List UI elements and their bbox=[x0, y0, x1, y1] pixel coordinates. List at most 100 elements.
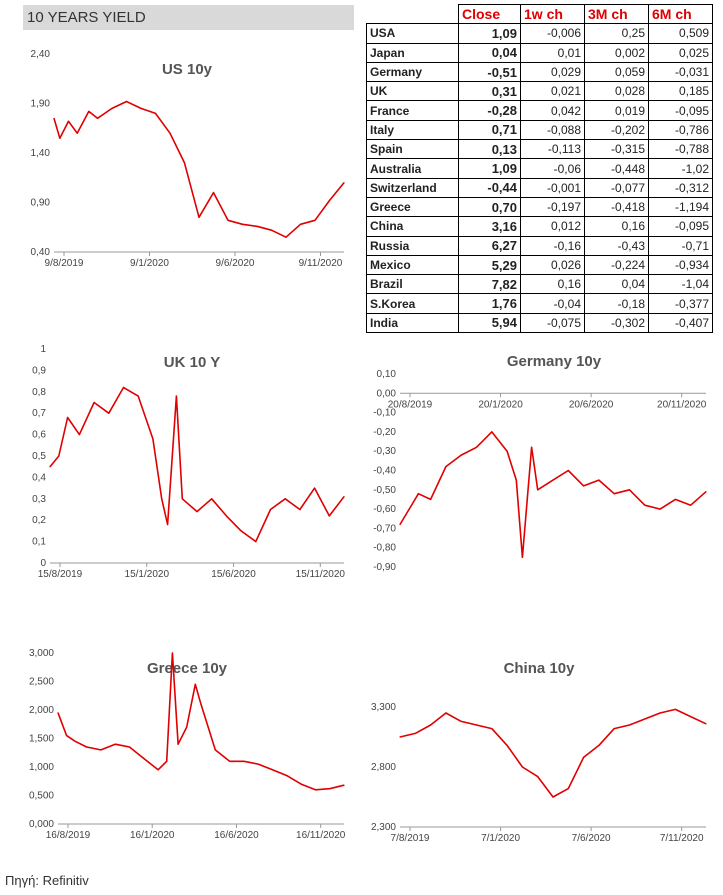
data-point bbox=[67, 416, 69, 419]
table-header-3m: 3M ch bbox=[584, 3, 649, 25]
data-point bbox=[114, 743, 116, 745]
data-point bbox=[674, 708, 676, 710]
table-row: Switzerland -0,44 -0,001 -0,077 -0,312 bbox=[366, 177, 713, 198]
data-point bbox=[598, 744, 600, 746]
data-point bbox=[166, 760, 168, 762]
6m-change-cell: -0,786 bbox=[648, 119, 713, 141]
data-point bbox=[430, 724, 432, 726]
data-point bbox=[674, 498, 676, 501]
1w-change-cell: -0,006 bbox=[520, 23, 585, 44]
chart-title: UK 10 Y bbox=[164, 354, 220, 371]
x-tick-label: 20/1/2020 bbox=[478, 399, 523, 410]
data-point bbox=[314, 789, 316, 791]
data-point bbox=[343, 784, 345, 786]
x-tick-label: 15/8/2019 bbox=[38, 569, 83, 580]
data-point bbox=[227, 219, 229, 221]
3m-change-cell: -0,077 bbox=[584, 177, 649, 198]
6m-change-cell: 0,025 bbox=[648, 42, 713, 63]
data-point bbox=[515, 479, 517, 481]
data-point bbox=[152, 438, 154, 440]
data-point bbox=[430, 498, 432, 501]
1w-change-cell: -0,075 bbox=[520, 312, 585, 334]
x-tick-label: 15/1/2020 bbox=[125, 569, 170, 580]
x-tick-label: 9/1/2020 bbox=[130, 258, 169, 269]
3m-change-cell: 0,04 bbox=[584, 274, 649, 295]
x-tick-label: 20/11/2020 bbox=[657, 399, 707, 410]
data-point bbox=[143, 757, 145, 760]
country-cell: Italy bbox=[366, 119, 459, 141]
6m-change-cell: -0,788 bbox=[648, 139, 713, 160]
data-point bbox=[86, 746, 88, 748]
data-point bbox=[552, 796, 554, 798]
3m-change-cell: -0,315 bbox=[584, 139, 649, 160]
close-cell: 0,13 bbox=[458, 139, 521, 160]
data-point bbox=[198, 216, 200, 218]
y-tick-label: 0,00 bbox=[377, 388, 397, 399]
table-header-1w: 1w ch bbox=[520, 3, 585, 25]
data-point bbox=[108, 412, 110, 414]
table-row: Australia 1,09 -0,06 -0,448 -1,02 bbox=[366, 158, 713, 179]
y-tick-label: -0,40 bbox=[373, 466, 396, 477]
uk-10y-chart: UK 10 Y 1 0,9 0,8 0,7 0,6 0,5 0,4 0,3 0,2 0,1 0 15/8… bbox=[22, 341, 352, 591]
data-point bbox=[175, 395, 178, 397]
x-tick-label: 20/6/2020 bbox=[569, 399, 614, 410]
country-cell: Russia bbox=[366, 235, 459, 256]
table-row: China 3,16 0,012 0,16 -0,095 bbox=[366, 216, 713, 237]
data-point bbox=[240, 530, 242, 532]
3m-change-cell: 0,25 bbox=[584, 23, 649, 44]
data-point bbox=[328, 199, 331, 202]
data-point bbox=[100, 749, 102, 751]
data-point bbox=[537, 489, 539, 491]
3m-change-cell: -0,202 bbox=[584, 119, 649, 141]
data-point bbox=[552, 479, 554, 481]
table-row: USA 1,09 -0,006 0,25 0,509 bbox=[366, 23, 713, 44]
data-point bbox=[583, 485, 585, 487]
data-point bbox=[286, 774, 288, 777]
data-point bbox=[690, 504, 692, 506]
y-tick-label: 0,1 bbox=[32, 537, 46, 548]
y-tick-label: 3,300 bbox=[371, 702, 396, 713]
country-cell: S.Korea bbox=[366, 293, 459, 314]
x-tick-label: 7/11/2020 bbox=[660, 833, 704, 844]
x-tick-label: 9/6/2020 bbox=[216, 258, 255, 269]
data-point bbox=[567, 469, 569, 472]
y-tick-label: 2,800 bbox=[371, 762, 396, 773]
data-point bbox=[78, 434, 80, 436]
data-point bbox=[475, 446, 478, 448]
data-point bbox=[644, 504, 646, 506]
1w-change-cell: -0,001 bbox=[520, 177, 585, 198]
6m-change-cell: 0,509 bbox=[648, 23, 713, 44]
x-tick-label: 16/1/2020 bbox=[130, 830, 175, 841]
y-tick-label: 0 bbox=[40, 558, 46, 569]
chart-title: China 10y bbox=[504, 660, 576, 677]
1w-change-cell: -0,16 bbox=[520, 235, 585, 256]
data-point bbox=[690, 716, 692, 718]
country-cell: Mexico bbox=[366, 254, 459, 276]
data-point bbox=[399, 523, 401, 526]
source-note: Πηγή: Refinitiv bbox=[5, 873, 89, 888]
6m-change-cell: -0,407 bbox=[648, 312, 713, 334]
x-tick-label: 20/8/2019 bbox=[388, 399, 433, 410]
data-point bbox=[537, 776, 539, 778]
close-cell: 5,29 bbox=[458, 254, 521, 276]
country-cell: China bbox=[366, 216, 459, 237]
x-tick-label: 7/6/2020 bbox=[572, 833, 611, 844]
data-point bbox=[475, 724, 478, 726]
table-row: Greece 0,70 -0,197 -0,418 -1,194 bbox=[366, 196, 713, 218]
table-header-close: Close bbox=[458, 3, 521, 25]
data-point bbox=[214, 749, 216, 751]
y-tick-label: 0,40 bbox=[31, 247, 51, 258]
data-point bbox=[241, 223, 244, 225]
country-cell: India bbox=[366, 312, 459, 334]
1w-change-cell: 0,16 bbox=[520, 274, 585, 295]
y-tick-label: 0,2 bbox=[32, 515, 46, 526]
data-point bbox=[196, 511, 198, 513]
series-line bbox=[399, 708, 707, 798]
data-point bbox=[414, 732, 416, 734]
6m-change-cell: -1,04 bbox=[648, 274, 713, 295]
data-point bbox=[154, 112, 157, 114]
close-cell: 6,27 bbox=[458, 235, 521, 256]
close-cell: -0,28 bbox=[458, 100, 521, 121]
1w-change-cell: 0,026 bbox=[520, 254, 585, 276]
x-tick-label: 15/6/2020 bbox=[211, 569, 256, 580]
